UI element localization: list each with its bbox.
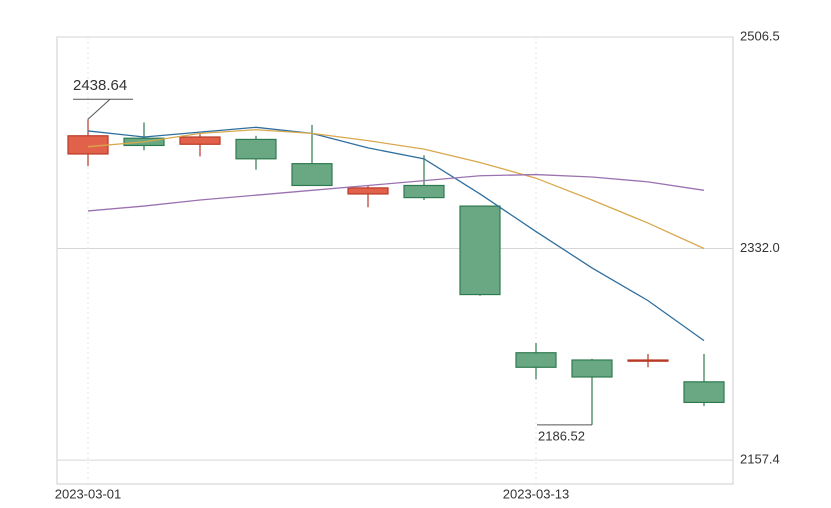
y-tick-label: 2157.4 — [740, 452, 780, 467]
candle-body — [459, 205, 501, 296]
candle-body — [403, 184, 445, 199]
candle-body — [571, 359, 613, 378]
candle-body — [291, 163, 333, 187]
ma-line — [87, 173, 705, 212]
candle-body — [347, 187, 389, 195]
x-tick-label: 2023-03-13 — [503, 486, 570, 501]
candle-body — [235, 138, 277, 160]
candle-body — [515, 352, 557, 368]
y-tick-label: 2332.0 — [740, 240, 780, 255]
candle-body — [179, 136, 221, 145]
plot-frame — [56, 36, 734, 485]
x-tick-label: 2023-03-01 — [55, 486, 122, 501]
min-label: 2186.52 — [538, 428, 585, 443]
max-connector — [87, 98, 111, 120]
max-label: 2438.64 — [73, 77, 127, 94]
y-tick-label: 2506.5 — [740, 28, 780, 43]
candle-body — [627, 359, 669, 362]
ma-line — [87, 129, 705, 250]
ma-line — [87, 126, 705, 342]
candle-body — [683, 381, 725, 404]
